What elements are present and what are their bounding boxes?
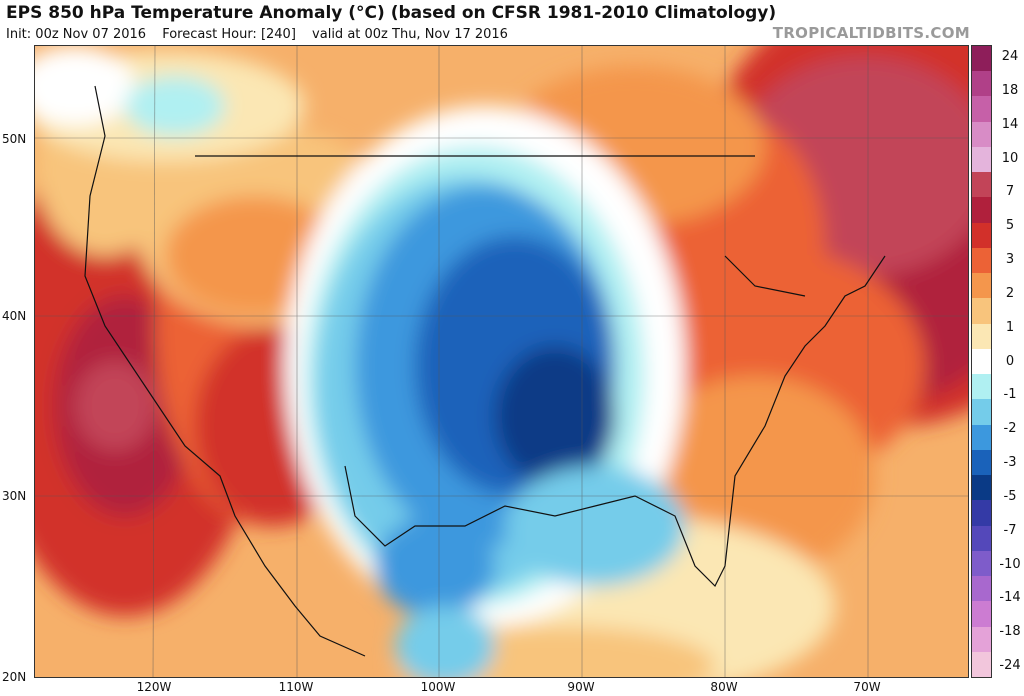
anomaly-map	[34, 45, 969, 678]
colorbar-segment	[972, 96, 991, 123]
graticule	[35, 46, 968, 677]
colorbar-label: -18	[999, 624, 1021, 640]
colorbar-segment	[972, 475, 991, 501]
colorbar-segment	[972, 626, 991, 653]
colorbar-segment	[972, 146, 991, 173]
lon-label-110w: 110W	[278, 680, 314, 694]
colorbar-segment	[972, 576, 991, 602]
lat-label-20n: 20N	[2, 670, 27, 684]
colorbar-segment	[972, 298, 991, 325]
colorbar-segment	[972, 197, 991, 224]
colorbar-label: 0	[1005, 353, 1015, 369]
boundaries	[84, 85, 886, 657]
colorbar-segment	[972, 525, 991, 552]
colorbar-segment	[972, 348, 991, 375]
colorbar-segment	[972, 500, 991, 527]
lon-label-70w: 70W	[853, 680, 881, 694]
colorbar-segment	[972, 46, 991, 72]
colorbar-label: 7	[1005, 184, 1015, 200]
lon-label-120w: 120W	[136, 680, 172, 694]
colorbar-segment	[972, 550, 991, 577]
colorbar-label: -2	[1003, 421, 1017, 437]
valid-time: valid at 00z Thu, Nov 17 2016	[312, 27, 508, 42]
colorbar-label: -14	[999, 590, 1021, 606]
colorbar-segment	[972, 71, 991, 97]
colorbar-segment	[972, 399, 991, 426]
lon-label-90w: 90W	[567, 680, 595, 694]
colorbar-label: 18	[1001, 82, 1019, 98]
anomaly-field	[35, 46, 968, 677]
chart-title: EPS 850 hPa Temperature Anomaly (°C) (ba…	[6, 3, 777, 23]
colorbar-label: 5	[1005, 218, 1015, 234]
colorbar-label: -1	[1003, 387, 1017, 403]
colorbar-label: -24	[999, 658, 1021, 673]
colorbar-label: -10	[999, 556, 1021, 572]
colorbar-label: 14	[1001, 116, 1019, 132]
colorbar-label: 10	[1001, 150, 1019, 166]
lat-label-40n: 40N	[2, 309, 27, 323]
colorbar-label: 24	[1001, 49, 1019, 64]
colorbar-segment	[972, 374, 991, 400]
colorbar-segment	[972, 172, 991, 198]
colorbar-segment	[972, 651, 991, 678]
colorbar-label: 1	[1005, 319, 1015, 335]
colorbar-label: 3	[1005, 252, 1015, 267]
colorbar-segment	[972, 247, 991, 274]
colorbar-label: -7	[1003, 522, 1017, 538]
init-time: Init: 00z Nov 07 2016	[6, 27, 147, 42]
colorbar-segment	[972, 121, 991, 148]
forecast-hour: Forecast Hour: [240]	[162, 27, 296, 42]
colorbar-segment	[972, 601, 991, 627]
colorbar	[971, 45, 992, 678]
colorbar-label: 2	[1005, 285, 1015, 301]
lat-label-30n: 30N	[2, 489, 27, 503]
colorbar-segment	[972, 424, 991, 451]
lon-label-100w: 100W	[420, 680, 456, 694]
colorbar-segment	[972, 273, 991, 299]
colorbar-segment	[972, 323, 991, 350]
run-info: Init: 00z Nov 07 2016 Forecast Hour: [24…	[6, 27, 520, 42]
source-watermark: TROPICALTIDBITS.COM	[772, 24, 970, 42]
colorbar-label: -5	[1003, 488, 1017, 504]
colorbar-segment	[972, 222, 991, 249]
colorbar-label: -3	[1003, 455, 1017, 470]
colorbar-segment	[972, 449, 991, 476]
lon-label-80w: 80W	[710, 680, 738, 694]
lat-label-50n: 50N	[2, 132, 27, 146]
